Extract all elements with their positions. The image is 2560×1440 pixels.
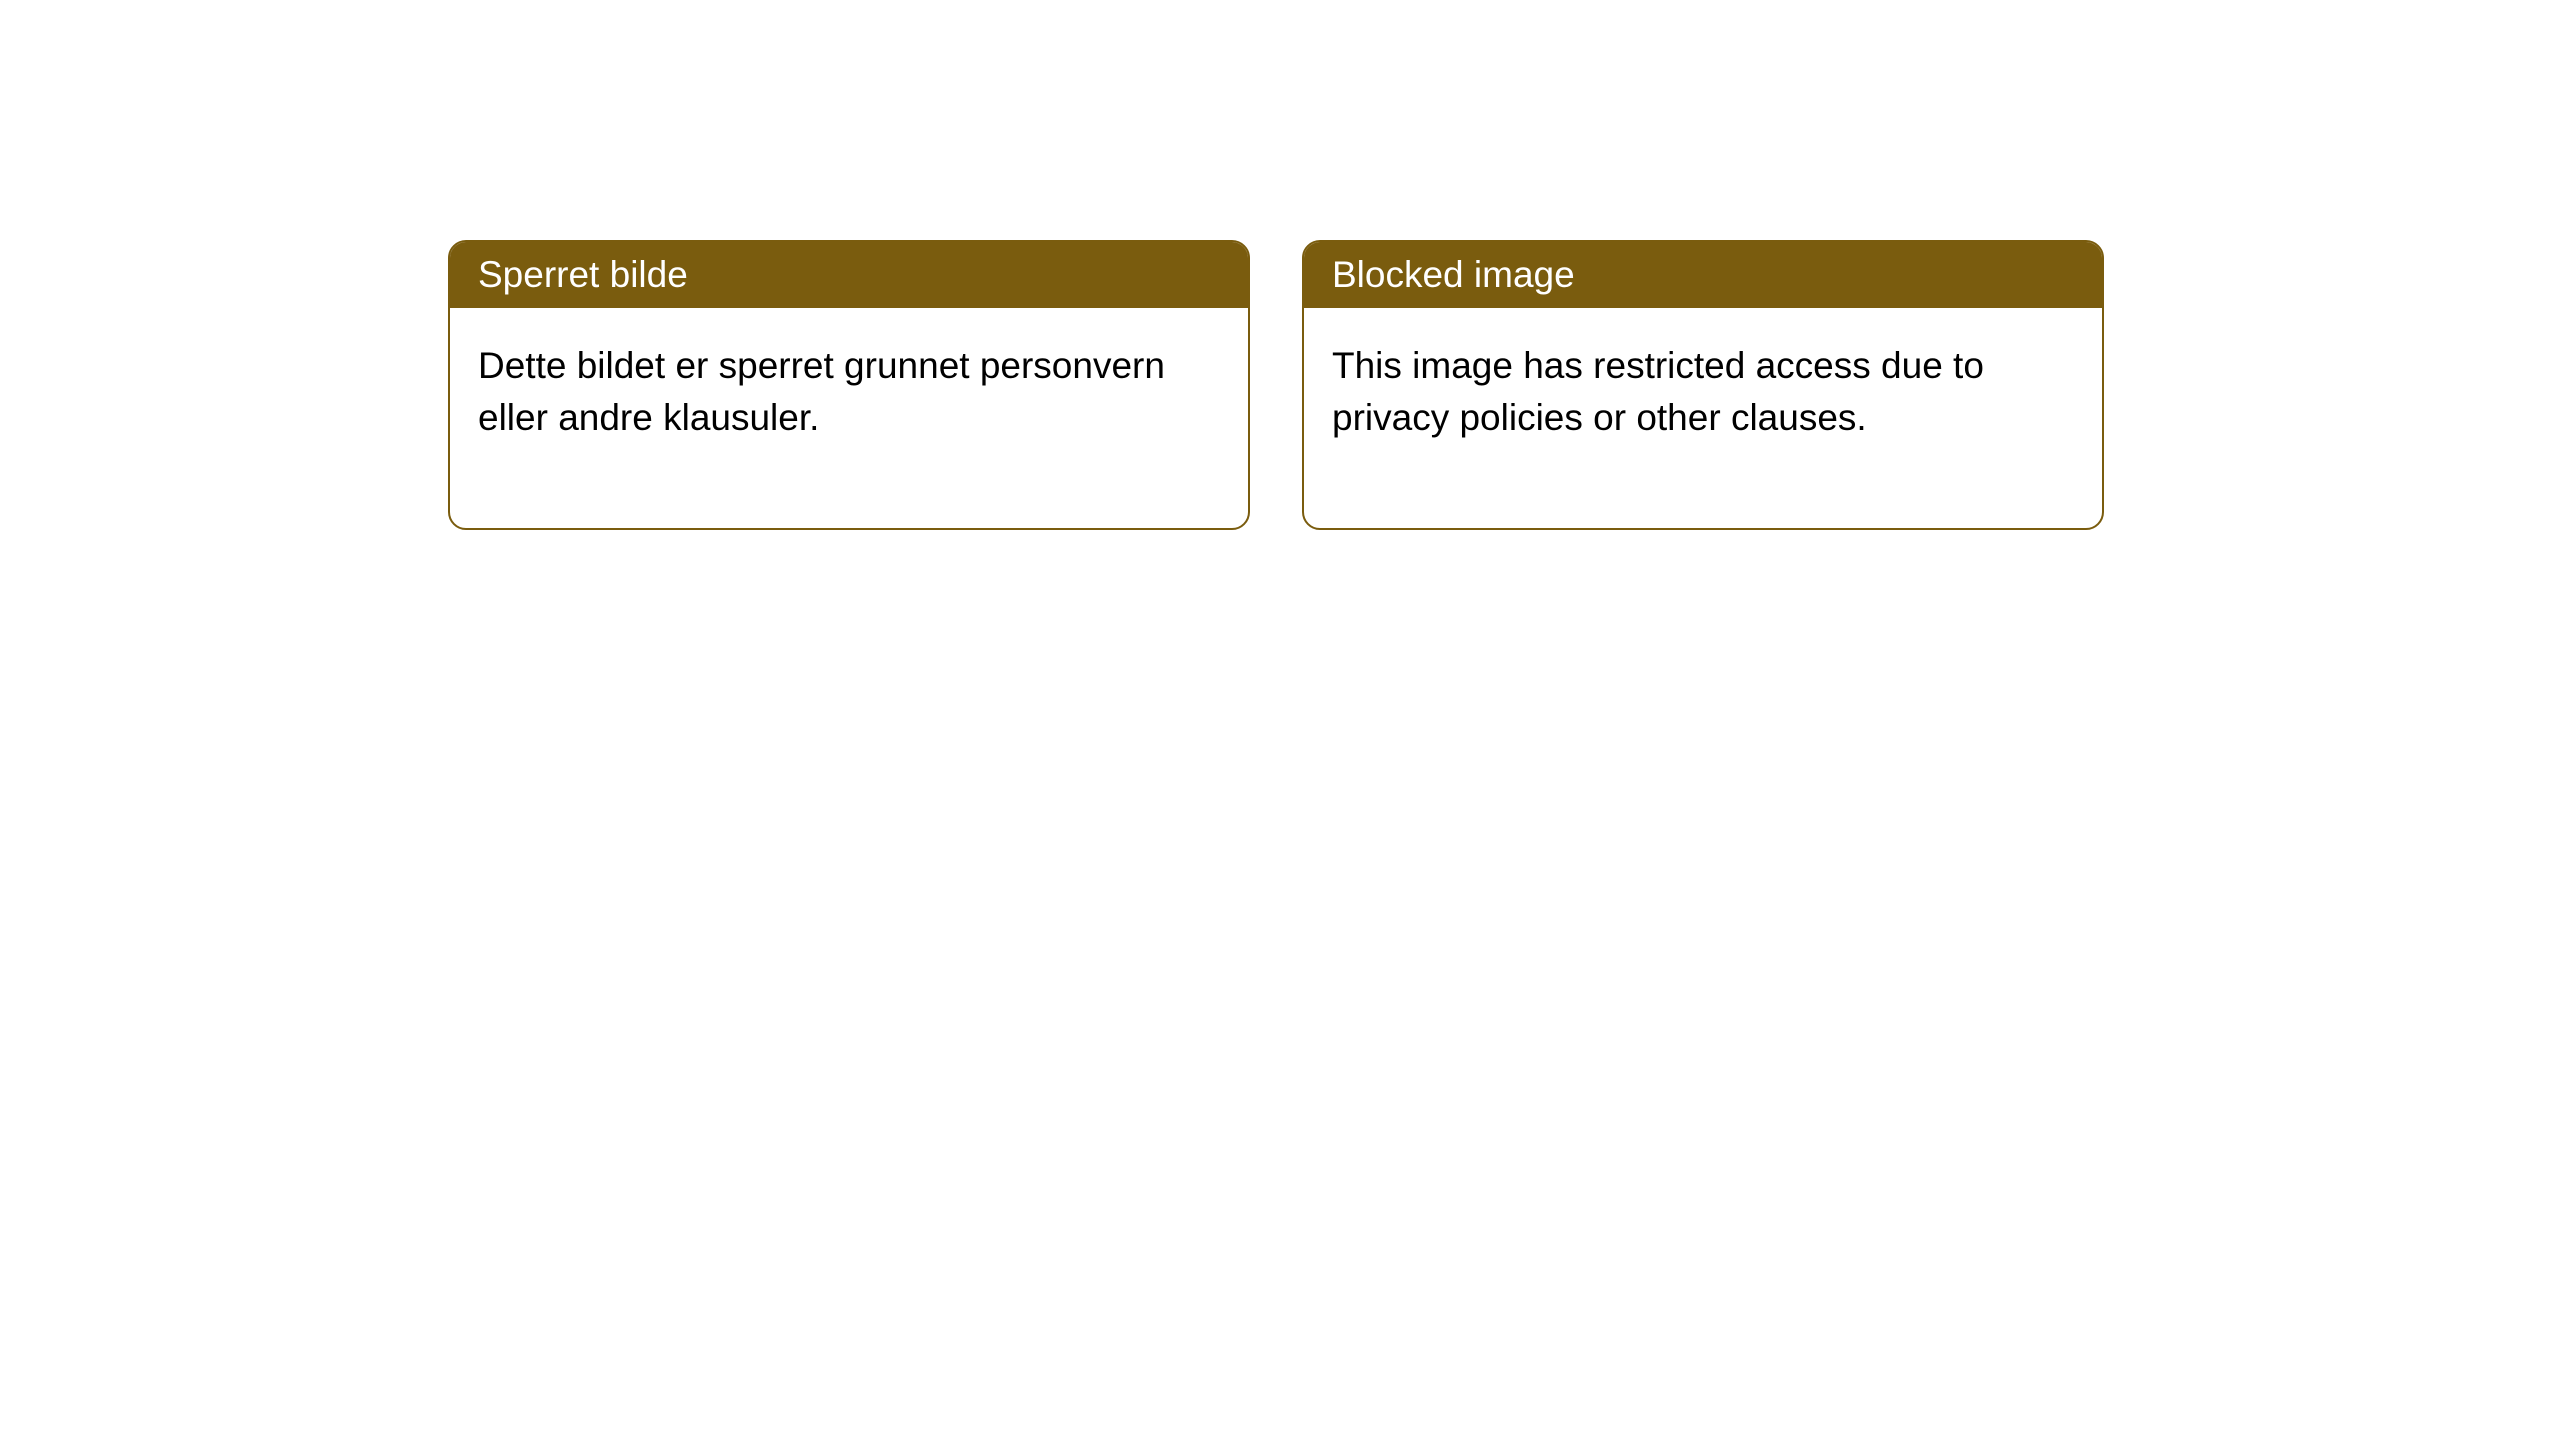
notice-card-english: Blocked image This image has restricted … [1302, 240, 2104, 530]
notice-title: Sperret bilde [478, 254, 688, 295]
notice-body: This image has restricted access due to … [1304, 308, 2102, 528]
notice-header: Blocked image [1304, 242, 2102, 308]
notice-card-norwegian: Sperret bilde Dette bildet er sperret gr… [448, 240, 1250, 530]
notice-body: Dette bildet er sperret grunnet personve… [450, 308, 1248, 528]
notice-container: Sperret bilde Dette bildet er sperret gr… [0, 0, 2560, 530]
notice-body-text: Dette bildet er sperret grunnet personve… [478, 345, 1165, 438]
notice-body-text: This image has restricted access due to … [1332, 345, 1984, 438]
notice-title: Blocked image [1332, 254, 1575, 295]
notice-header: Sperret bilde [450, 242, 1248, 308]
